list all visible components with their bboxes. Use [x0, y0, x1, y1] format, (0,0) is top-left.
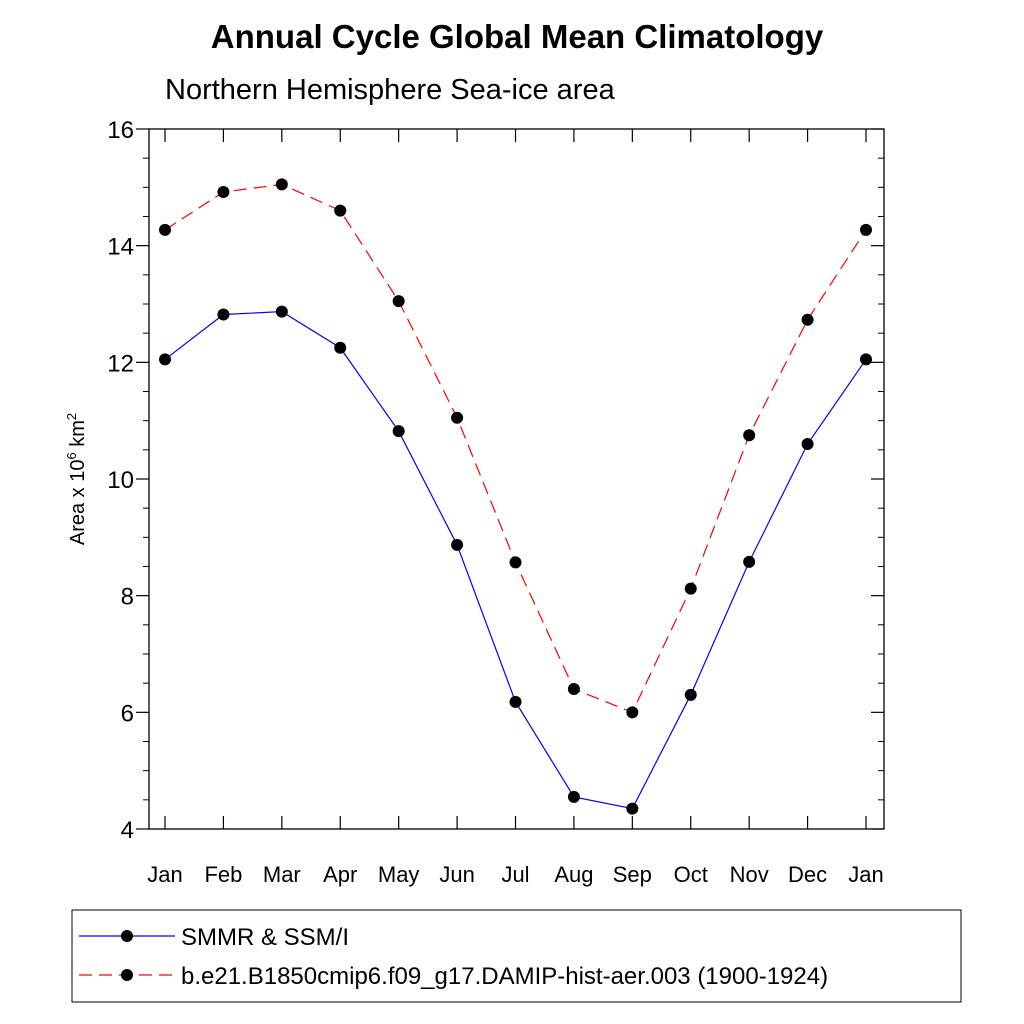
- series-2-point: [801, 313, 814, 326]
- y-axis-label: Area x 106 km2: [64, 413, 89, 545]
- series-1-point: [567, 790, 580, 803]
- series-1-point: [334, 341, 347, 354]
- y-tick-label: 12: [107, 350, 134, 377]
- y-tick-label: 4: [121, 817, 134, 844]
- chart-title: Annual Cycle Global Mean Climatology: [211, 18, 824, 55]
- y-axis-label-sup2: 2: [64, 413, 79, 420]
- series-2-point: [860, 223, 872, 236]
- y-tick-label: 8: [121, 584, 134, 611]
- x-tick-label: Aug: [554, 862, 593, 887]
- series-2-point: [567, 683, 580, 695]
- y-axis-label-base: Area x 10: [67, 460, 89, 546]
- legend: SMMR & SSM/I b.e21.B1850cmip6.f09_g17.DAM…: [79, 924, 828, 990]
- series-1-point: [860, 353, 872, 366]
- x-tick-label: Apr: [323, 862, 357, 887]
- y-axis-label-mid: km: [67, 420, 89, 452]
- x-tick-label: Mar: [263, 862, 301, 887]
- x-tick-label: Feb: [204, 862, 242, 887]
- x-tick-label: Sep: [613, 862, 652, 887]
- x-tick-label: Jun: [439, 862, 474, 887]
- legend-box: [71, 909, 962, 1003]
- x-tick-label: Nov: [730, 862, 769, 887]
- series-line-2: [164, 183, 867, 714]
- series-layer: [159, 178, 872, 815]
- series-2-point: [626, 706, 639, 719]
- x-tick-label: Dec: [788, 862, 827, 887]
- x-tick-label: Jul: [501, 862, 529, 887]
- series-1-point: [626, 802, 639, 815]
- series-2-point: [159, 223, 171, 236]
- y-tick-label: 14: [107, 234, 134, 261]
- series-2-point: [451, 411, 464, 424]
- y-tick-label: 16: [107, 117, 134, 144]
- series-1-point: [684, 688, 697, 701]
- legend-label-1: SMMR & SSM/I: [181, 924, 349, 951]
- y-axis-labels: 4 6 8 10 12 14 16: [107, 117, 134, 844]
- x-tick-label: Jan: [147, 862, 182, 887]
- y-tick-label: 6: [121, 700, 134, 727]
- y-axis-label-sup1: 6: [64, 452, 79, 459]
- series-2-point: [275, 178, 288, 191]
- series-1-point: [801, 438, 814, 450]
- x-tick-label: Jan: [848, 862, 883, 887]
- chart-subtitle: Northern Hemisphere Sea-ice area: [165, 74, 616, 106]
- legend-marker-1: [121, 930, 133, 942]
- axis-ticks: [136, 128, 884, 830]
- x-tick-label: May: [378, 862, 420, 887]
- y-tick-label: 10: [107, 467, 134, 494]
- series-1-point: [217, 308, 230, 321]
- series-2-point: [509, 556, 522, 569]
- plot-frame: [148, 128, 885, 830]
- series-1-point: [743, 555, 756, 568]
- series-1-point: [275, 305, 288, 318]
- series-1-point: [509, 695, 522, 708]
- series-1-point: [451, 538, 464, 551]
- series-2-point: [743, 429, 756, 442]
- series-2-point: [684, 582, 697, 595]
- x-axis-labels: Jan Feb Mar Apr May Jun Jul Aug Sep Oct Nov Dec Jan: [147, 862, 883, 887]
- series-2-point: [334, 204, 347, 217]
- series-2-point: [217, 186, 230, 198]
- legend-label-2: b.e21.B1850cmip6.f09_g17.DAMIP-hist-aer.…: [181, 963, 828, 990]
- series-2-point: [392, 295, 405, 308]
- series-1-point: [392, 425, 405, 438]
- legend-marker-2: [121, 969, 133, 981]
- x-tick-label: Oct: [674, 862, 708, 887]
- series-1-point: [159, 353, 171, 366]
